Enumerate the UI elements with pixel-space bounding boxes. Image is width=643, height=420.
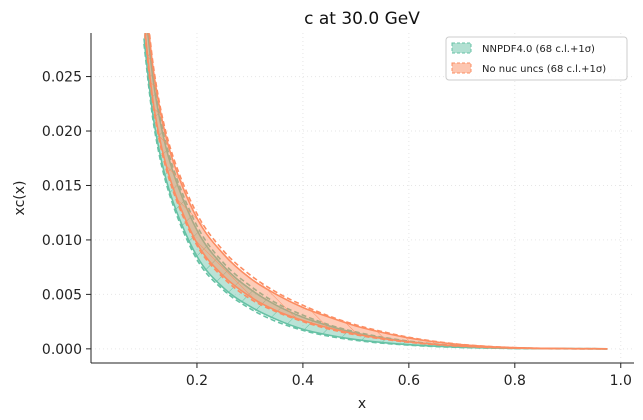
x-ticks: 0.2 0.4 0.6 0.8 1.0	[186, 363, 632, 389]
x-axis-label: x	[358, 396, 366, 412]
legend-frame	[445, 36, 628, 81]
x-tick-label: 0.8	[504, 373, 526, 389]
sigma-edge-upper-no-nuc	[148, 33, 608, 350]
y-axis-label: xc(x)	[12, 181, 28, 216]
y-tick-label: 0.025	[42, 70, 82, 86]
chart-title: c at 30.0 GeV	[304, 9, 420, 29]
sigma-edge-lower-nnpdf	[143, 43, 608, 350]
y-tick-label: 0.010	[42, 233, 82, 249]
y-tick-label: 0.020	[42, 124, 82, 140]
legend-swatch-no-nuc	[451, 62, 472, 74]
legend-label-nnpdf: NNPDF4.0 (68 c.l.+1σ)	[482, 44, 595, 55]
series-bands	[143, 33, 608, 350]
series-no-nuc	[143, 33, 608, 350]
x-tick-label: 0.6	[398, 373, 420, 389]
y-tick-label: 0.000	[42, 342, 82, 358]
legend-label-no-nuc: No nuc uncs (68 c.l.+1σ)	[482, 64, 606, 75]
x-tick-label: 1.0	[610, 373, 632, 389]
x-tick-label: 0.4	[292, 373, 314, 389]
band-edge-lower-nnpdf	[143, 38, 608, 350]
legend: NNPDF4.0 (68 c.l.+1σ) No nuc uncs (68 c.…	[445, 36, 628, 81]
x-tick-label: 0.2	[186, 373, 208, 389]
y-tick-label: 0.005	[42, 287, 82, 303]
y-tick-label: 0.015	[42, 178, 82, 194]
legend-swatch-nnpdf	[451, 42, 472, 54]
y-ticks: 0.000 0.005 0.010 0.015 0.020 0.025	[42, 70, 91, 358]
